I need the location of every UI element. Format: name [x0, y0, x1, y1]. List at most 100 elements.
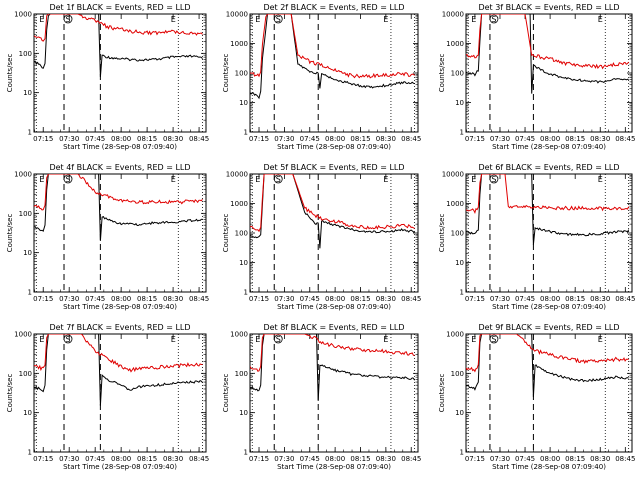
end-marker-label: E [598, 15, 603, 24]
y-tick-label: 1 [244, 449, 248, 457]
y-tick-label: 100 [235, 70, 248, 78]
y-tick-label: 1000 [446, 200, 464, 208]
y-axis-label: Counts/sec [6, 54, 14, 93]
x-tick-label: 07:30 [59, 135, 79, 143]
x-tick-label: 08:30 [590, 135, 610, 143]
detector-panel-1: Det 1f BLACK = Events, RED = LLD 1 10 100 10… [6, 3, 209, 151]
end-marker-label: E [383, 175, 388, 184]
start-marker-label: E [255, 335, 260, 344]
x-tick-label: 07:45 [515, 455, 535, 463]
events-series-line [34, 334, 203, 406]
x-tick-label: 07:15 [465, 135, 485, 143]
events-series-line [466, 174, 630, 245]
events-series-line [250, 334, 416, 401]
x-tick-label: 08:00 [540, 295, 560, 303]
lld-series-line [466, 174, 630, 214]
x-tick-label: 08:00 [111, 295, 131, 303]
sun-marker-icon [63, 14, 73, 24]
y-tick-label: 100 [451, 70, 464, 78]
x-tick-label: 08:00 [325, 455, 345, 463]
y-tick-label: 10 [239, 99, 248, 107]
y-tick-label: 100 [235, 370, 248, 378]
detector-panel-8: Det 8f BLACK = Events, RED = LLD 1 10 100 10… [222, 323, 421, 471]
x-axis-label: Start Time (28-Sep-08 07:09:40) [63, 303, 177, 311]
x-tick-label: 07:15 [33, 455, 53, 463]
start-marker-label: E [39, 175, 44, 184]
lld-series-line [34, 334, 203, 373]
events-series-line [250, 14, 415, 100]
x-tick-label: 07:30 [490, 135, 510, 143]
x-tick-label: 08:00 [540, 135, 560, 143]
y-tick-label: 1000 [14, 11, 32, 19]
y-tick-label: 1 [244, 289, 248, 297]
y-tick-label: 100 [19, 370, 32, 378]
end-marker-label: E [171, 15, 176, 24]
sun-marker-icon [273, 14, 283, 24]
sun-marker-label: S [276, 175, 281, 184]
x-tick-label: 08:30 [376, 135, 396, 143]
panel-title: Det 6f BLACK = Events, RED = LLD [478, 163, 619, 172]
start-marker-label: E [471, 15, 476, 24]
start-marker-label: E [39, 335, 44, 344]
y-axis-label: Counts/sec [222, 214, 230, 253]
y-tick-label: 10000 [442, 171, 464, 179]
plot-frame [465, 173, 633, 293]
x-tick-label: 07:30 [490, 295, 510, 303]
x-tick-label: 07:15 [249, 455, 269, 463]
panel-title: Det 9f BLACK = Events, RED = LLD [478, 323, 619, 332]
x-tick-label: 08:00 [325, 295, 345, 303]
y-tick-label: 1 [460, 289, 464, 297]
events-series-line [250, 174, 415, 249]
sun-marker-icon [63, 334, 73, 344]
end-marker-label: E [598, 175, 603, 184]
x-axis-label: Start Time (28-Sep-08 07:09:40) [63, 463, 177, 471]
y-tick-label: 10000 [226, 11, 248, 19]
sun-marker-icon [489, 14, 499, 24]
x-tick-label: 07:15 [249, 295, 269, 303]
sun-marker-label: S [65, 15, 70, 24]
x-tick-label: 07:45 [515, 135, 535, 143]
lld-series-line [250, 174, 415, 233]
events-series-line [466, 14, 629, 94]
x-tick-label: 07:30 [59, 295, 79, 303]
x-axis-label: Start Time (28-Sep-08 07:09:40) [277, 143, 391, 151]
x-tick-label: 08:15 [350, 295, 370, 303]
plot-frame [249, 13, 419, 133]
y-tick-label: 1000 [230, 40, 248, 48]
start-marker-label: E [255, 175, 260, 184]
end-marker-label: E [598, 335, 603, 344]
y-tick-label: 100 [19, 50, 32, 58]
y-tick-label: 1 [28, 289, 32, 297]
x-tick-label: 07:45 [300, 135, 320, 143]
detector-panel-5: Det 5f BLACK = Events, RED = LLD 1 10 100 10… [222, 163, 421, 311]
events-series-line [34, 14, 203, 78]
x-tick-label: 07:30 [490, 455, 510, 463]
x-tick-label: 07:30 [274, 295, 294, 303]
plot-frame [249, 173, 419, 293]
x-tick-label: 07:45 [85, 135, 105, 143]
y-tick-label: 10 [23, 89, 32, 97]
y-tick-label: 10 [455, 259, 464, 267]
y-axis-label: Counts/sec [222, 54, 230, 93]
sun-marker-icon [273, 334, 283, 344]
x-tick-label: 08:45 [189, 455, 209, 463]
y-tick-label: 10 [455, 99, 464, 107]
x-axis-label: Start Time (28-Sep-08 07:09:40) [492, 143, 606, 151]
end-marker-label: E [171, 175, 176, 184]
y-tick-label: 10000 [226, 171, 248, 179]
lld-series-line [34, 174, 203, 211]
sun-marker-icon [489, 174, 499, 184]
x-tick-label: 08:15 [137, 455, 157, 463]
x-tick-label: 08:00 [325, 135, 345, 143]
panel-title: Det 5f BLACK = Events, RED = LLD [263, 163, 404, 172]
y-tick-label: 100 [451, 230, 464, 238]
sun-marker-icon [63, 174, 73, 184]
x-tick-label: 07:15 [33, 295, 53, 303]
x-axis-label: Start Time (28-Sep-08 07:09:40) [277, 463, 391, 471]
x-tick-label: 07:30 [274, 135, 294, 143]
sun-marker-label: S [65, 335, 70, 344]
y-tick-label: 100 [451, 370, 464, 378]
lld-series-line [466, 14, 630, 70]
detector-panel-6: Det 6f BLACK = Events, RED = LLD 1 10 100 10… [438, 163, 635, 311]
